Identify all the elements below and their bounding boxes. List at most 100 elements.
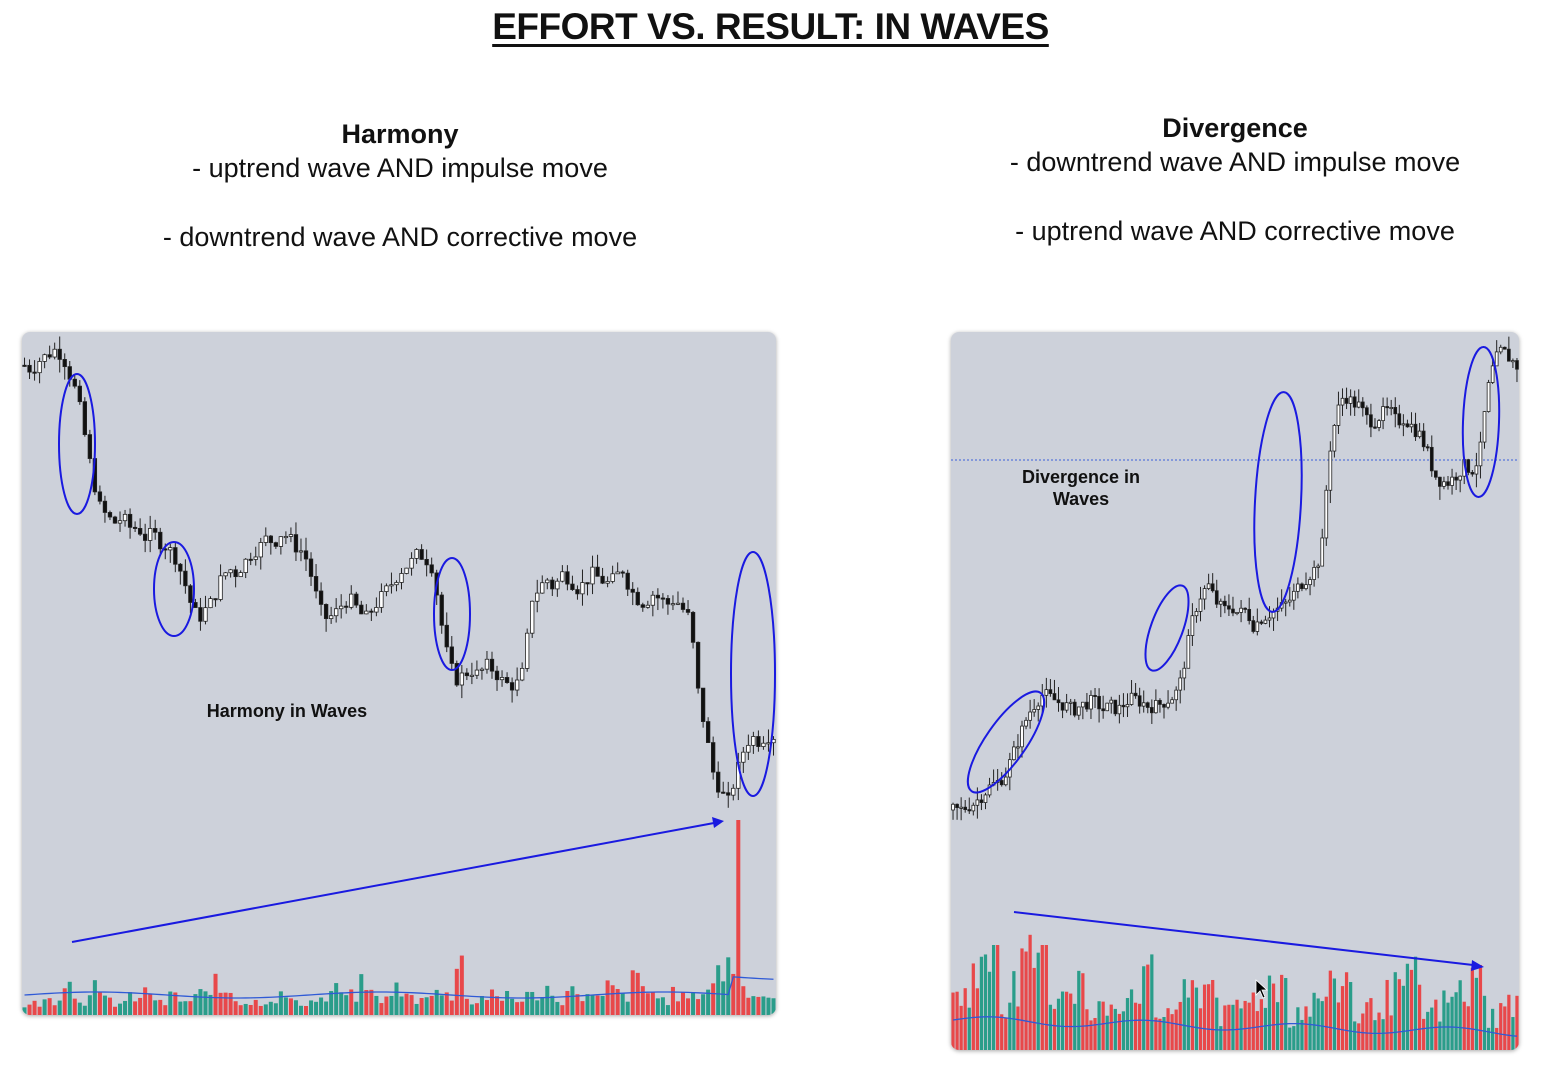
candle-body xyxy=(555,580,560,590)
candle-body xyxy=(102,500,108,513)
candle-body xyxy=(1093,694,1097,697)
candle-body xyxy=(1231,608,1235,614)
volume-bar xyxy=(1024,951,1028,1050)
candle-body xyxy=(967,809,972,812)
candle-body xyxy=(565,571,570,585)
candle-body xyxy=(379,591,384,608)
candle-body xyxy=(479,668,485,671)
candle-body xyxy=(1012,746,1016,761)
volume-bar xyxy=(52,1005,57,1015)
volume-bar xyxy=(996,945,1000,1050)
candle-body xyxy=(1190,615,1195,636)
candle-body xyxy=(1235,612,1239,615)
volume-bar xyxy=(1251,992,1255,1050)
candle-body xyxy=(464,672,470,677)
volume-bar xyxy=(143,987,148,1015)
candle-body xyxy=(87,434,93,459)
volume-bar xyxy=(1223,1005,1227,1050)
candle-body xyxy=(1044,689,1049,696)
candle-body xyxy=(1425,446,1430,449)
candle-body xyxy=(77,385,82,403)
candle-body xyxy=(1438,476,1442,487)
candle-body xyxy=(1259,621,1264,624)
volume-bar xyxy=(1409,969,1414,1050)
volume-bar xyxy=(1328,970,1332,1050)
candle-body xyxy=(303,550,309,560)
candle-body xyxy=(1239,607,1243,613)
volume-bar xyxy=(1012,971,1016,1050)
candle-body xyxy=(484,658,490,670)
candle-body xyxy=(1072,701,1077,716)
volume-bar xyxy=(27,1004,32,1015)
volume-bar xyxy=(1312,992,1316,1050)
candle-body xyxy=(1360,401,1365,409)
volume-bar xyxy=(1028,934,1032,1050)
candle-body xyxy=(1170,699,1174,704)
volume-bar xyxy=(67,981,72,1015)
volume-bar xyxy=(238,1005,243,1015)
candle-body xyxy=(979,799,984,803)
volume-bar xyxy=(1275,1002,1280,1050)
candle-body xyxy=(705,721,711,743)
candle-body xyxy=(975,799,980,806)
candle-body xyxy=(1137,695,1142,707)
volume-bar xyxy=(1154,1017,1158,1050)
candle-body xyxy=(1178,677,1183,691)
candle-body xyxy=(670,603,676,606)
candle-body xyxy=(1454,476,1458,481)
volume-bar xyxy=(1486,1027,1491,1050)
candle-body xyxy=(1105,702,1110,712)
volume-bar xyxy=(1060,991,1065,1050)
volume-bar xyxy=(701,994,706,1015)
divergence-heading: Divergence xyxy=(1162,113,1308,143)
volume-bar xyxy=(72,998,77,1015)
volume-bar xyxy=(951,992,955,1050)
candle-body xyxy=(1393,407,1398,415)
candle-body xyxy=(1133,692,1138,697)
candle-body xyxy=(1186,635,1191,669)
candle-body xyxy=(218,575,223,600)
volume-bar xyxy=(288,998,293,1015)
candle-body xyxy=(258,542,263,558)
candle-body xyxy=(1101,708,1105,712)
volume-bar xyxy=(474,1003,479,1015)
volume-bar xyxy=(1470,968,1474,1050)
wave-highlight-ellipse xyxy=(153,541,195,637)
candle-body xyxy=(1214,590,1219,605)
volume-bar xyxy=(92,980,97,1015)
candle-body xyxy=(359,604,364,615)
volume-bar xyxy=(1292,1026,1296,1050)
volume-bar xyxy=(1231,1004,1235,1050)
candle-body xyxy=(1421,430,1426,448)
volume-bar xyxy=(495,996,500,1015)
volume-bar xyxy=(963,988,967,1050)
candle-body xyxy=(1498,346,1503,353)
volume-bar xyxy=(1263,1007,1268,1050)
volume-bar xyxy=(1133,1002,1138,1050)
volume-bar xyxy=(233,1001,238,1015)
volume-bar xyxy=(585,994,590,1015)
candle-body xyxy=(1442,481,1446,487)
candle-body xyxy=(313,576,319,592)
volume-bar xyxy=(1361,1013,1365,1050)
divergence-line-2: - uptrend wave AND corrective move xyxy=(1015,216,1455,246)
candle-body xyxy=(394,582,399,586)
candle-body xyxy=(454,663,459,686)
volume-bar xyxy=(1482,995,1487,1050)
candle-body xyxy=(1389,407,1394,410)
candle-body xyxy=(253,556,258,560)
mouse-cursor-icon xyxy=(1255,979,1269,999)
volume-moving-average xyxy=(952,1016,1518,1037)
effort-arrow-line xyxy=(1013,911,1474,966)
candle-body xyxy=(700,687,706,722)
harmony-line-2: - downtrend wave AND corrective move xyxy=(162,222,638,252)
volume-bar xyxy=(107,997,112,1015)
candle-body xyxy=(721,791,726,794)
candle-body xyxy=(590,566,595,585)
volume-bar xyxy=(303,1005,309,1015)
candle-body xyxy=(1243,607,1247,610)
candle-body xyxy=(1466,459,1471,473)
candle-body xyxy=(1150,707,1154,714)
harmony-chart-svg xyxy=(22,336,776,1015)
volume-bar xyxy=(545,985,550,1015)
